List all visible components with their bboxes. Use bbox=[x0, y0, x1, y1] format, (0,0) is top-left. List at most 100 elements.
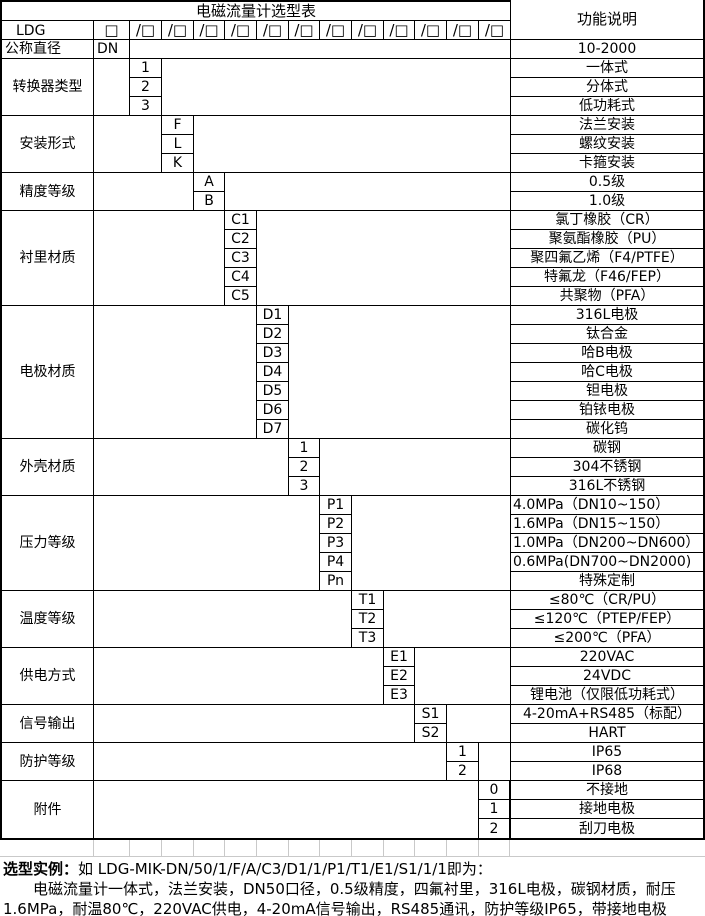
empty-cell bbox=[447, 705, 511, 742]
code-cell: D4 bbox=[257, 363, 288, 382]
description-cell: 24VDC bbox=[511, 667, 703, 686]
description-cell: 特氟龙（F46/FEP） bbox=[511, 268, 703, 287]
code-cell: D2 bbox=[257, 325, 288, 344]
code-column: E1 E2 E3 bbox=[384, 648, 415, 704]
description-column: ≤80℃（CR/PU） ≤120℃（PTEP/FEP） ≤200℃（PFA） bbox=[511, 591, 703, 647]
empty-cell bbox=[94, 648, 384, 704]
empty-grid-cell bbox=[415, 840, 447, 856]
description-cell: 一体式 bbox=[511, 59, 703, 78]
description-cell: 低功耗式 bbox=[579, 98, 635, 114]
code-slot-cell: /□ bbox=[384, 21, 415, 40]
code-cell: A bbox=[194, 173, 224, 192]
description-column: 4.0MPa（DN10~150） 1.6MPa（DN15~150） 1.0MPa（D… bbox=[511, 496, 703, 590]
code-cell: D1 bbox=[257, 306, 288, 325]
category-label: 电极材质 bbox=[2, 306, 94, 438]
description-cell: 碳化钨 bbox=[586, 421, 628, 437]
description-cell: 分体式 bbox=[511, 78, 703, 97]
example-label: 选型实例： bbox=[3, 860, 79, 878]
code-slot-cell: /□ bbox=[352, 21, 384, 40]
empty-grid-cell bbox=[162, 840, 194, 856]
description-cell: IP65 bbox=[511, 743, 703, 762]
code-slot-cell: /□ bbox=[162, 21, 194, 40]
empty-cell bbox=[352, 496, 511, 590]
description-cell: 接地电极 bbox=[511, 800, 703, 819]
code-cell: T3 bbox=[358, 630, 377, 646]
empty-grid-cell bbox=[447, 840, 479, 856]
empty-cell bbox=[94, 781, 479, 838]
description-cell: ≤80℃（CR/PU） bbox=[511, 591, 703, 610]
empty-grid-cell bbox=[510, 840, 705, 856]
description-cell: ≤120℃（PTEP/FEP） bbox=[511, 610, 703, 629]
description-cell: 聚四氟乙烯（F4/PTFE） bbox=[511, 249, 703, 268]
description-cell: 刮刀电极 bbox=[579, 820, 635, 837]
empty-grid-cell bbox=[257, 840, 289, 856]
description-cell: 哈C电极 bbox=[511, 363, 703, 382]
description-cell: HART bbox=[588, 725, 626, 741]
category-label: 精度等级 bbox=[2, 173, 94, 210]
category-block-converter-type: 转换器类型 1 2 3 一体式 分体式 低功耗式 bbox=[2, 59, 703, 116]
code-cell: F bbox=[162, 116, 193, 135]
category-block-housing-material: 外壳材质 1 2 3 碳钢 304不锈钢 316L不锈钢 bbox=[2, 439, 703, 496]
code-cell: D6 bbox=[257, 401, 288, 420]
code-cell: E2 bbox=[384, 667, 414, 686]
empty-cell bbox=[194, 116, 511, 172]
category-label: 附件 bbox=[2, 781, 94, 838]
code-cell: 2 bbox=[289, 458, 319, 477]
description-cell: 碳钢 bbox=[511, 439, 703, 458]
model-code-row: LDG □ /□/□/□/□/□/□/□/□/□/□/□/□ bbox=[2, 21, 510, 40]
empty-cell bbox=[289, 306, 511, 438]
table-header: 电磁流量计选型表 LDG □ /□/□/□/□/□/□/□/□/□/□/□/□ … bbox=[2, 0, 703, 40]
description-cell: 316L不锈钢 bbox=[568, 478, 646, 494]
empty-cell bbox=[257, 211, 511, 305]
empty-grid-cell bbox=[320, 840, 352, 856]
description-column: 4-20mA+RS485（标配） HART bbox=[511, 705, 703, 742]
description-column: IP65 IP68 bbox=[511, 743, 703, 780]
category-label: 安装形式 bbox=[2, 116, 94, 172]
category-block-installation-type: 安装形式 F L K 法兰安装 螺纹安装 卡箍安装 bbox=[2, 116, 703, 173]
description-column: 0.5级 1.0级 bbox=[511, 173, 703, 210]
code-cell: E3 bbox=[390, 687, 408, 703]
code-cell: K bbox=[172, 155, 183, 171]
example-intro: 如 LDG-MIK-DN/50/1/F/A/C3/D1/1/P1/T1/E1/S… bbox=[78, 860, 492, 878]
code-slot-cell: /□ bbox=[257, 21, 289, 40]
code-cell: P4 bbox=[320, 553, 351, 572]
category-block-power-supply: 供电方式 E1 E2 E3 220VAC 24VDC 锂电池（仅限低功耗式） bbox=[2, 648, 703, 705]
category-label: 防护等级 bbox=[2, 743, 94, 780]
description-cell: 卡箍安装 bbox=[579, 155, 635, 171]
example-heading: 选型实例：如 LDG-MIK-DN/50/1/F/A/C3/D1/1/P1/T1… bbox=[3, 859, 702, 879]
empty-cell bbox=[415, 648, 511, 704]
code-cell: DN bbox=[94, 40, 130, 58]
code-cell: T1 bbox=[352, 591, 383, 610]
description-cell: 氯丁橡胶（CR） bbox=[511, 211, 703, 230]
description-cell: 1.0MPa（DN200~DN600） bbox=[511, 534, 703, 553]
category-block-temperature-rating: 温度等级 T1 T2 T3 ≤80℃（CR/PU） ≤120℃（PTEP/FEP） ≤200… bbox=[2, 591, 703, 648]
description-cell: 不接地 bbox=[511, 781, 703, 800]
selection-table: 电磁流量计选型表 LDG □ /□/□/□/□/□/□/□/□/□/□/□/□ … bbox=[0, 0, 705, 840]
header-left: 电磁流量计选型表 LDG □ /□/□/□/□/□/□/□/□/□/□/□/□ bbox=[2, 0, 511, 40]
code-cell: 1 bbox=[447, 743, 478, 762]
code-cell: S2 bbox=[421, 725, 440, 741]
code-slot-cell: /□ bbox=[289, 21, 320, 40]
description-cell: 哈B电极 bbox=[511, 344, 703, 363]
code-slot-cell: /□ bbox=[130, 21, 162, 40]
category-block-accuracy-class: 精度等级 A B 0.5级 1.0级 bbox=[2, 173, 703, 211]
code-column: S1 S2 bbox=[415, 705, 447, 742]
category-label: 外壳材质 bbox=[2, 439, 94, 495]
code-column: P1 P2 P3 P4 Pn bbox=[320, 496, 352, 590]
code-cell: C3 bbox=[225, 249, 256, 268]
description-column: 碳钢 304不锈钢 316L不锈钢 bbox=[511, 439, 703, 495]
description-cell: 钛合金 bbox=[511, 325, 703, 344]
code-cell: C2 bbox=[225, 230, 256, 249]
empty-cell bbox=[479, 743, 511, 780]
empty-cell bbox=[320, 439, 511, 495]
empty-cell bbox=[94, 705, 415, 742]
description-cell: 钽电极 bbox=[511, 382, 703, 401]
empty-cell bbox=[510, 781, 511, 838]
empty-cell bbox=[94, 439, 289, 495]
code-cell: 1 bbox=[130, 59, 161, 78]
description-cell: 共聚物（PFA） bbox=[559, 288, 655, 304]
empty-cell bbox=[94, 211, 225, 305]
description-cell: 220VAC bbox=[511, 648, 703, 667]
category-label: 公称直径 bbox=[2, 40, 94, 58]
